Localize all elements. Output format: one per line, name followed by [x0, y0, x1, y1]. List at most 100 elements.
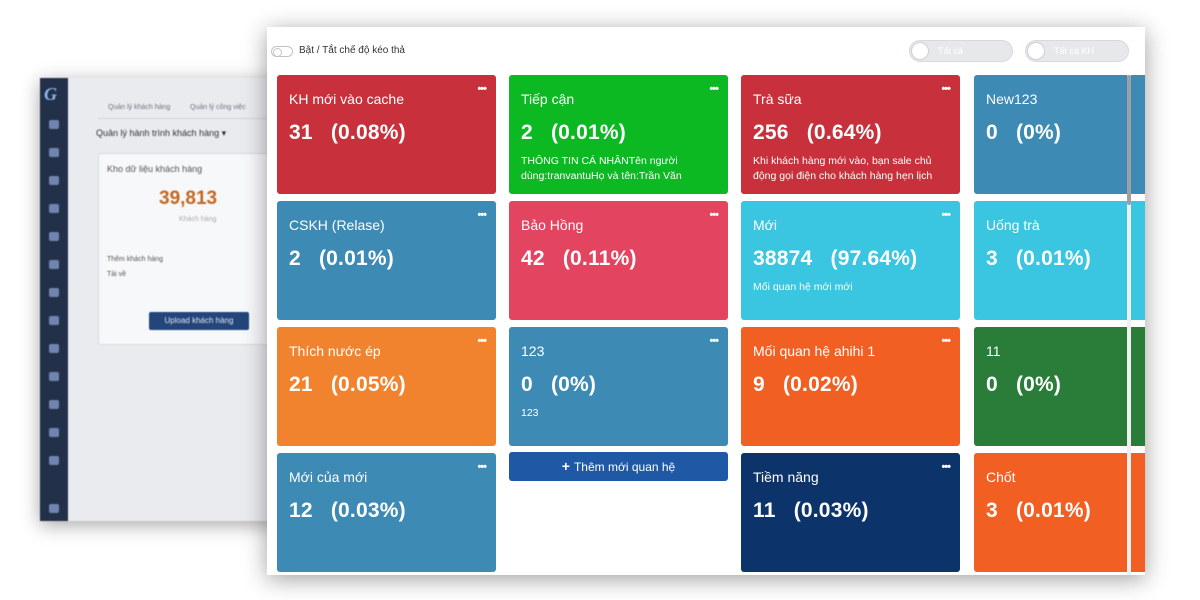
stage-count: 11 (0.03%) — [753, 499, 869, 522]
filter-all-kh-label: Tất cả KH — [1054, 46, 1095, 56]
stage-title: Thích nước ép — [289, 343, 381, 359]
stage-title: 123 — [521, 343, 545, 359]
stage-card[interactable]: KH mới vào cache 31 (0.08%) ••• — [277, 75, 496, 194]
stage-card[interactable]: Mới của mới 12 (0.03%) ••• — [277, 453, 496, 572]
stage-title: 11 — [986, 343, 1001, 359]
stage-card[interactable]: Bảo Hồng 42 (0.11%) ••• — [509, 201, 728, 320]
stage-card[interactable]: CSKH (Relase) 2 (0.01%) ••• — [277, 201, 496, 320]
more-options-icon[interactable]: ••• — [477, 209, 487, 221]
customer-count-label: Khách hàng — [179, 216, 217, 223]
add-relationship-button[interactable]: + Thêm mới quan hệ — [509, 452, 728, 481]
panel-title: Kho dữ liệu khách hàng — [107, 164, 203, 174]
sidebar-gift-icon[interactable] — [49, 288, 59, 297]
background-app-window: G Quản lý khách hàng Quản lý công việc Q… — [40, 78, 280, 521]
stage-title: Tiềm năng — [753, 469, 819, 485]
customer-data-panel: Kho dữ liệu khách hàng 39,813 Khách hàng… — [98, 153, 280, 345]
stage-card[interactable]: Thích nước ép 21 (0.05%) ••• — [277, 327, 496, 446]
stage-count: 2 (0.01%) — [521, 121, 626, 144]
sidebar-chart-icon[interactable] — [49, 344, 59, 353]
background-sidebar: G — [40, 78, 68, 521]
drag-mode-label: Bật / Tắt chế độ kéo thả — [299, 45, 405, 56]
stage-description: Khi khách hàng mới vào, bạn sale chủ độn… — [753, 155, 933, 182]
stage-title: CSKH (Relase) — [289, 217, 385, 233]
stage-description: THÔNG TIN CÁ NHÂNTên người dùng:tranvant… — [521, 155, 682, 182]
more-options-icon[interactable]: ••• — [709, 209, 719, 221]
stage-count: 31 (0.08%) — [289, 121, 406, 144]
stage-count: 3 (0.01%) — [986, 499, 1091, 522]
sidebar-star-icon[interactable] — [49, 316, 59, 325]
filter-all-kh-toggle[interactable]: Tất cả KH — [1025, 40, 1129, 62]
drag-mode-toggle[interactable] — [271, 46, 293, 57]
stage-title: Mới của mới — [289, 469, 368, 485]
background-main: Quản lý khách hàng Quản lý công việc Quả… — [68, 78, 280, 521]
stage-card[interactable]: Trà sữa 256 (0.64%) Khi khách hàng mới vào… — [741, 75, 960, 194]
stage-title: Trà sữa — [753, 91, 802, 107]
plus-icon: + — [561, 458, 570, 474]
stage-count: 256 (0.64%) — [753, 121, 882, 144]
toggle-knob — [911, 42, 929, 60]
stage-title: New123 — [986, 91, 1038, 107]
background-tabs: Quản lý khách hàng Quản lý công việc — [98, 100, 280, 119]
sidebar-cart-icon[interactable] — [49, 260, 59, 269]
more-options-icon[interactable]: ••• — [941, 83, 951, 95]
stage-count: 2 (0.01%) — [289, 247, 394, 270]
stage-title: KH mới vào cache — [289, 91, 405, 107]
add-relationship-label: Thêm mới quan hệ — [573, 460, 676, 474]
stage-count: 38874 (97.64%) — [753, 247, 918, 270]
more-options-icon[interactable]: ••• — [941, 335, 951, 347]
download-link[interactable]: Tải về — [107, 271, 127, 278]
more-options-icon[interactable]: ••• — [709, 83, 719, 95]
upload-customer-button[interactable]: Upload khách hàng — [149, 312, 249, 330]
scrollbar-track[interactable] — [1127, 75, 1131, 575]
stage-count: 0 (0%) — [521, 373, 597, 396]
stage-title: Mới — [753, 217, 777, 233]
stage-card[interactable]: Tiếp cận 2 (0.01%) THÔNG TIN CÁ NHÂNTên ng… — [509, 75, 728, 194]
sidebar-dollar-icon[interactable] — [49, 400, 59, 409]
sidebar-circle-icon[interactable] — [49, 232, 59, 241]
sidebar-users-icon[interactable] — [49, 176, 59, 185]
sidebar-sitemap-icon[interactable] — [49, 428, 59, 437]
sidebar-user-icon[interactable] — [49, 120, 59, 129]
sidebar-briefcase-icon[interactable] — [49, 148, 59, 157]
stage-card[interactable]: 110 (0%)••• — [974, 327, 1145, 446]
toggle-knob — [1027, 42, 1045, 60]
filter-all-label: Tất cả — [938, 46, 964, 56]
more-options-icon[interactable]: ••• — [941, 461, 951, 473]
stage-count: 21 (0.05%) — [289, 373, 406, 396]
add-customer-link[interactable]: Thêm khách hàng — [107, 256, 164, 263]
app-logo-icon: G — [44, 84, 57, 104]
stage-count: 0 (0%) — [986, 373, 1062, 396]
more-options-icon[interactable]: ••• — [709, 335, 719, 347]
stage-card[interactable]: Mối quan hệ ahihi 1 9 (0.02%) ••• — [741, 327, 960, 446]
sidebar-expand-icon[interactable] — [49, 504, 59, 513]
tab-task-management[interactable]: Quản lý công việc — [190, 104, 246, 111]
journey-board-window: Bật / Tắt chế độ kéo thả Tất cả Tất cả K… — [267, 27, 1145, 575]
stage-title: Chốt — [986, 469, 1016, 485]
toggle-knob — [273, 48, 282, 57]
stage-title: Bảo Hồng — [521, 217, 584, 233]
stage-card[interactable]: 123 0 (0%) 123 ••• — [509, 327, 728, 446]
journey-dropdown[interactable]: Quản lý hành trình khách hàng ▾ — [96, 128, 227, 138]
tab-customer-management[interactable]: Quản lý khách hàng — [108, 104, 171, 111]
stage-count: 0 (0%) — [986, 121, 1062, 144]
sidebar-eye-icon[interactable] — [49, 204, 59, 213]
more-options-icon[interactable]: ••• — [477, 335, 487, 347]
stage-title: Mối quan hệ ahihi 1 — [753, 343, 876, 359]
more-options-icon[interactable]: ••• — [941, 209, 951, 221]
more-options-icon[interactable]: ••• — [477, 83, 487, 95]
toolbar: Bật / Tắt chế độ kéo thả Tất cả Tất cả K… — [267, 27, 1145, 75]
stage-count: 3 (0.01%) — [986, 247, 1091, 270]
sidebar-settings-icon[interactable] — [49, 456, 59, 465]
sidebar-person-icon[interactable] — [49, 372, 59, 381]
scrollbar-thumb[interactable] — [1127, 75, 1131, 205]
stage-card[interactable]: Tiềm năng 11 (0.03%) ••• — [741, 453, 960, 572]
more-options-icon[interactable]: ••• — [477, 461, 487, 473]
stage-title: Tiếp cận — [521, 91, 575, 107]
stage-count: 42 (0.11%) — [521, 247, 637, 270]
stage-card[interactable]: Mới 38874 (97.64%) Mối quan hệ mới mới ••• — [741, 201, 960, 320]
filter-all-toggle[interactable]: Tất cả — [909, 40, 1013, 62]
stage-title: Uống trà — [986, 217, 1040, 233]
